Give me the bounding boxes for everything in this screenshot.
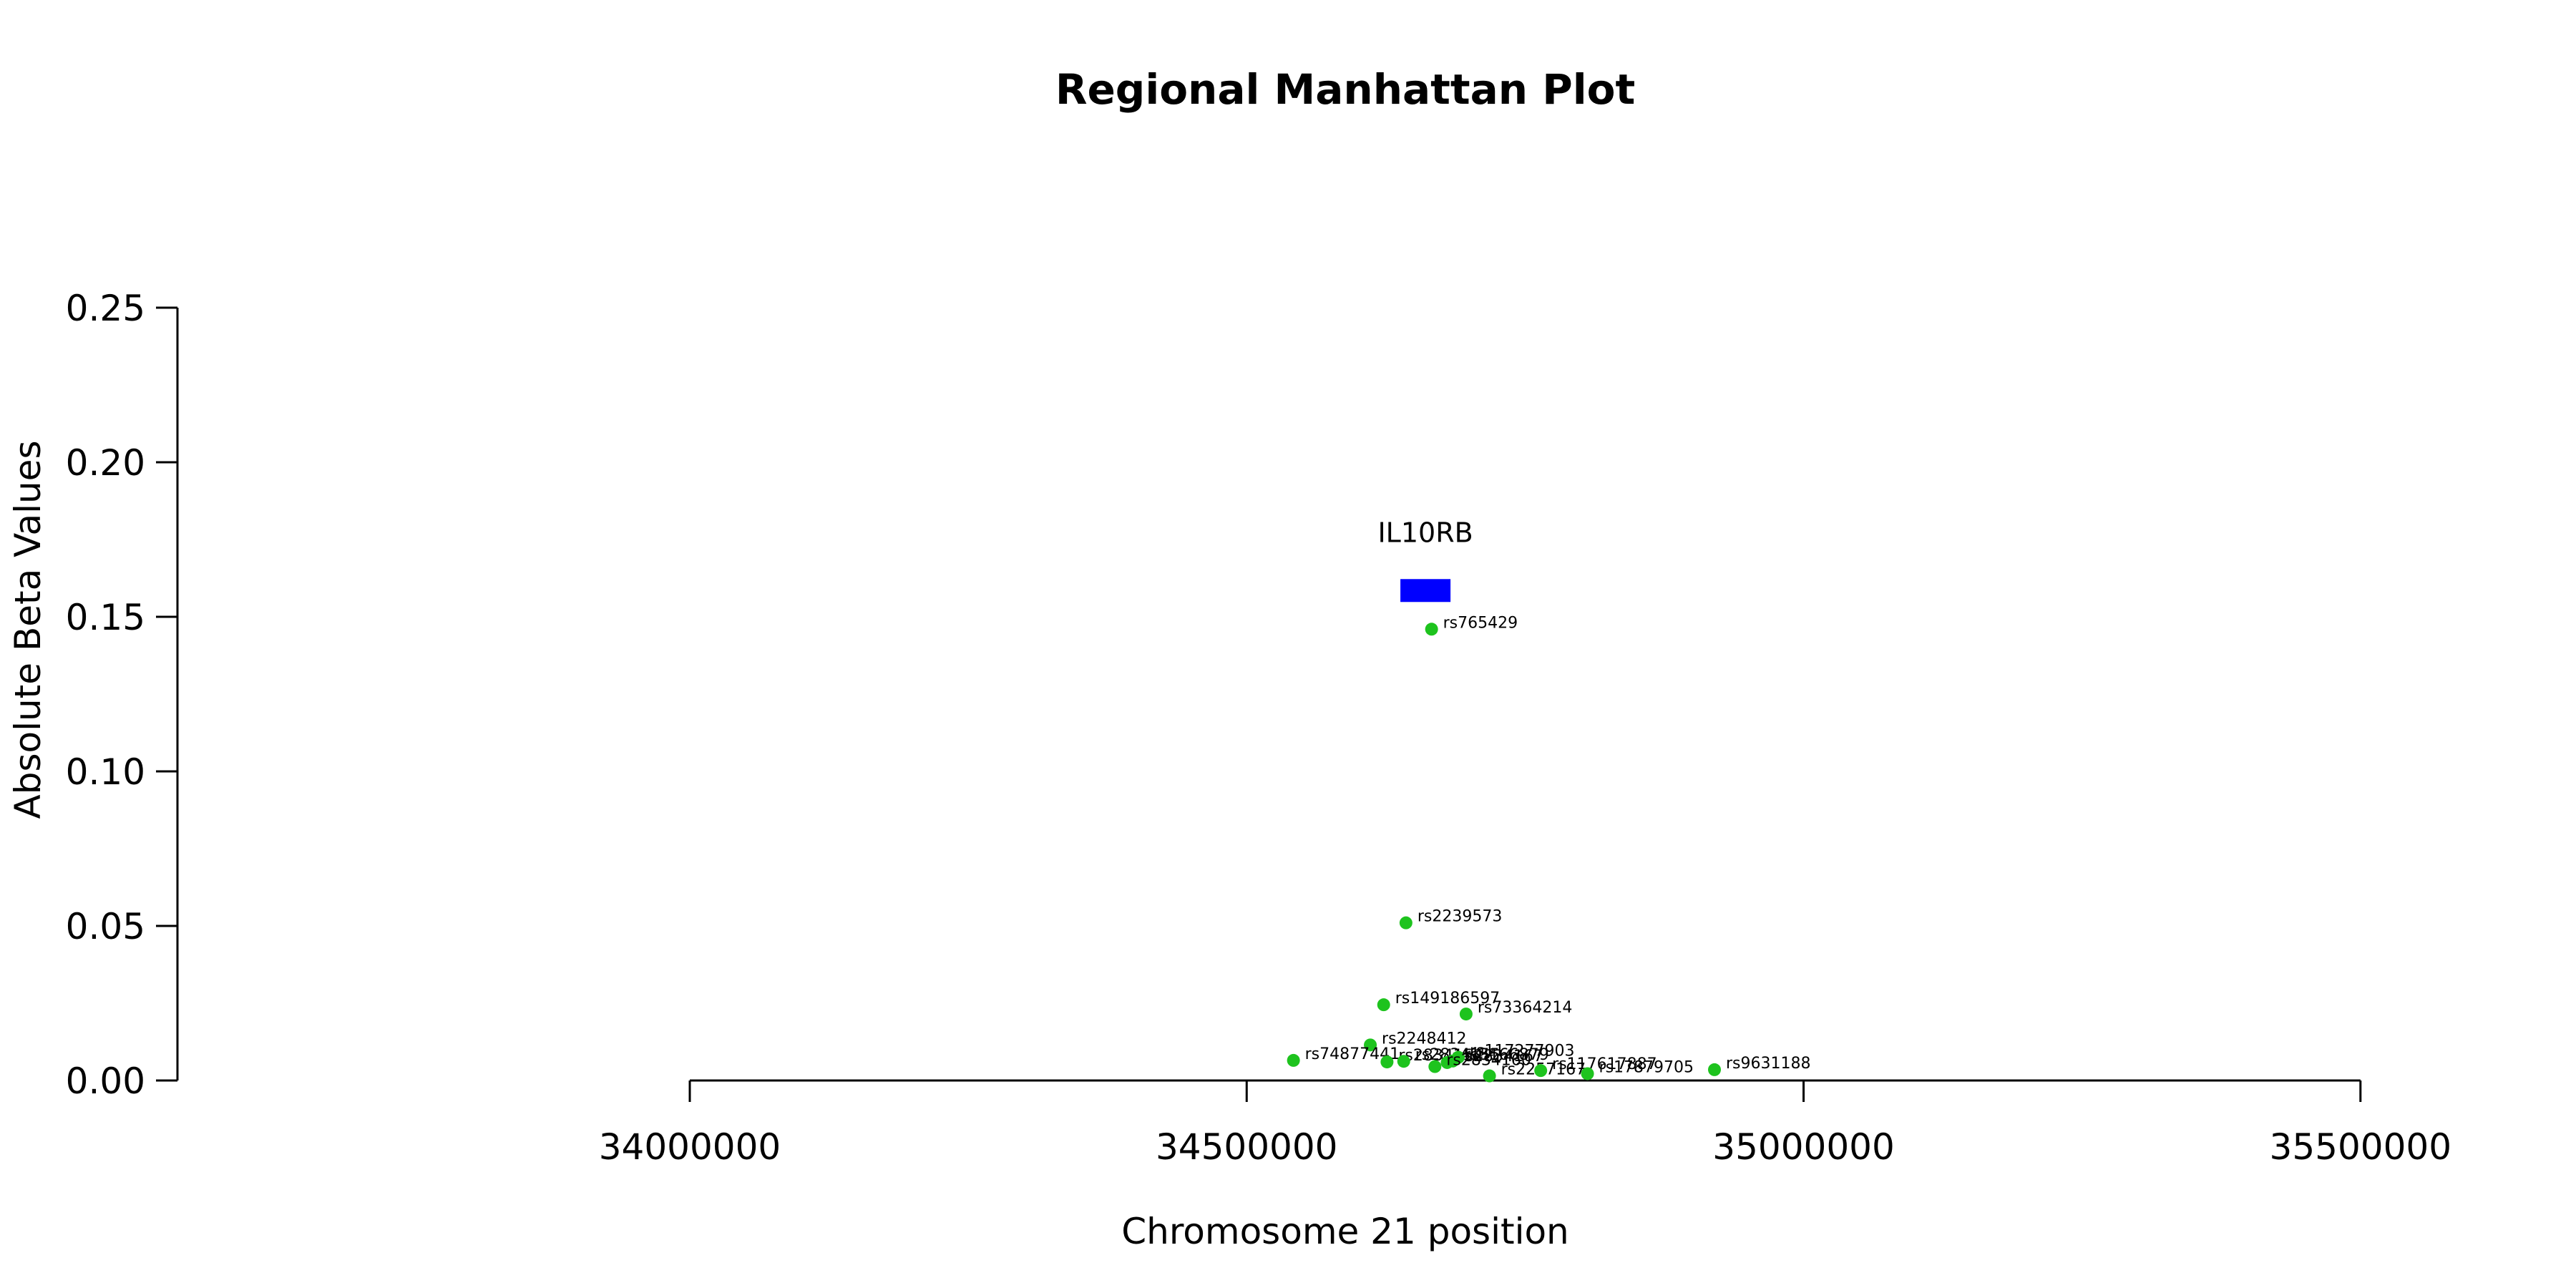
snp-label: rs9631188 (1726, 1055, 1811, 1073)
snp-label: rs2834160 (1446, 1052, 1531, 1070)
x-tick-label: 35500000 (2270, 1126, 2452, 1168)
snp-label: rs73364214 (1478, 999, 1572, 1017)
snp-point (1397, 1055, 1410, 1068)
y-axis-label: Absolute Beta Values (7, 441, 49, 819)
snp-point (1581, 1067, 1594, 1080)
gene-block-il10rb (1400, 579, 1451, 602)
snp-point (1364, 1038, 1377, 1052)
snp-point (1399, 916, 1413, 930)
snp-label: rs117277903 (1470, 1043, 1574, 1060)
snp-point (1287, 1053, 1300, 1067)
y-tick-label: 0.25 (66, 288, 145, 329)
gene-label: IL10RB (1377, 517, 1473, 548)
x-tick-label: 35000000 (1712, 1126, 1895, 1168)
snp-label: rs2834167 (1458, 1048, 1543, 1065)
axes: 0.00 0.05 0.10 0.15 0.20 0.25 34000000 34500000… (66, 288, 2451, 1168)
data-marks: IL10RB rs765429 rs2239573 rs149186597rs7336… (1287, 517, 1811, 1083)
snp-point (1377, 998, 1390, 1012)
y-tick-label: 0.20 (66, 442, 145, 484)
snp-point (1708, 1063, 1721, 1076)
snp-label: rs117617887 (1552, 1055, 1657, 1073)
snp-point (1428, 1060, 1442, 1073)
snp-label: rs149186597 (1395, 990, 1500, 1008)
x-tick-label: 34000000 (599, 1126, 781, 1168)
chart-title: Regional Manhattan Plot (1055, 65, 1635, 114)
x-tick-label: 34500000 (1156, 1126, 1338, 1168)
y-tick-label: 0.15 (66, 597, 145, 638)
snp-label: rs2239573 (1418, 908, 1503, 926)
snp-point (1534, 1064, 1548, 1078)
snp-label: rs3166879 (1464, 1046, 1548, 1064)
snp-point (1446, 1054, 1460, 1068)
x-axis-label: Chromosome 21 position (1121, 1211, 1569, 1252)
snp-point (1425, 623, 1438, 636)
snp-label: rs765429 (1443, 614, 1518, 632)
y-tick-label: 0.00 (66, 1060, 145, 1102)
y-tick-label: 0.10 (66, 751, 145, 793)
snp-label: rs17879705 (1599, 1058, 1694, 1076)
snp-point (1459, 1008, 1473, 1021)
y-tick-label: 0.05 (66, 906, 145, 947)
snp-point (1483, 1069, 1496, 1083)
snp-label: rs2248412 (1382, 1030, 1466, 1048)
snp-point (1380, 1055, 1394, 1069)
